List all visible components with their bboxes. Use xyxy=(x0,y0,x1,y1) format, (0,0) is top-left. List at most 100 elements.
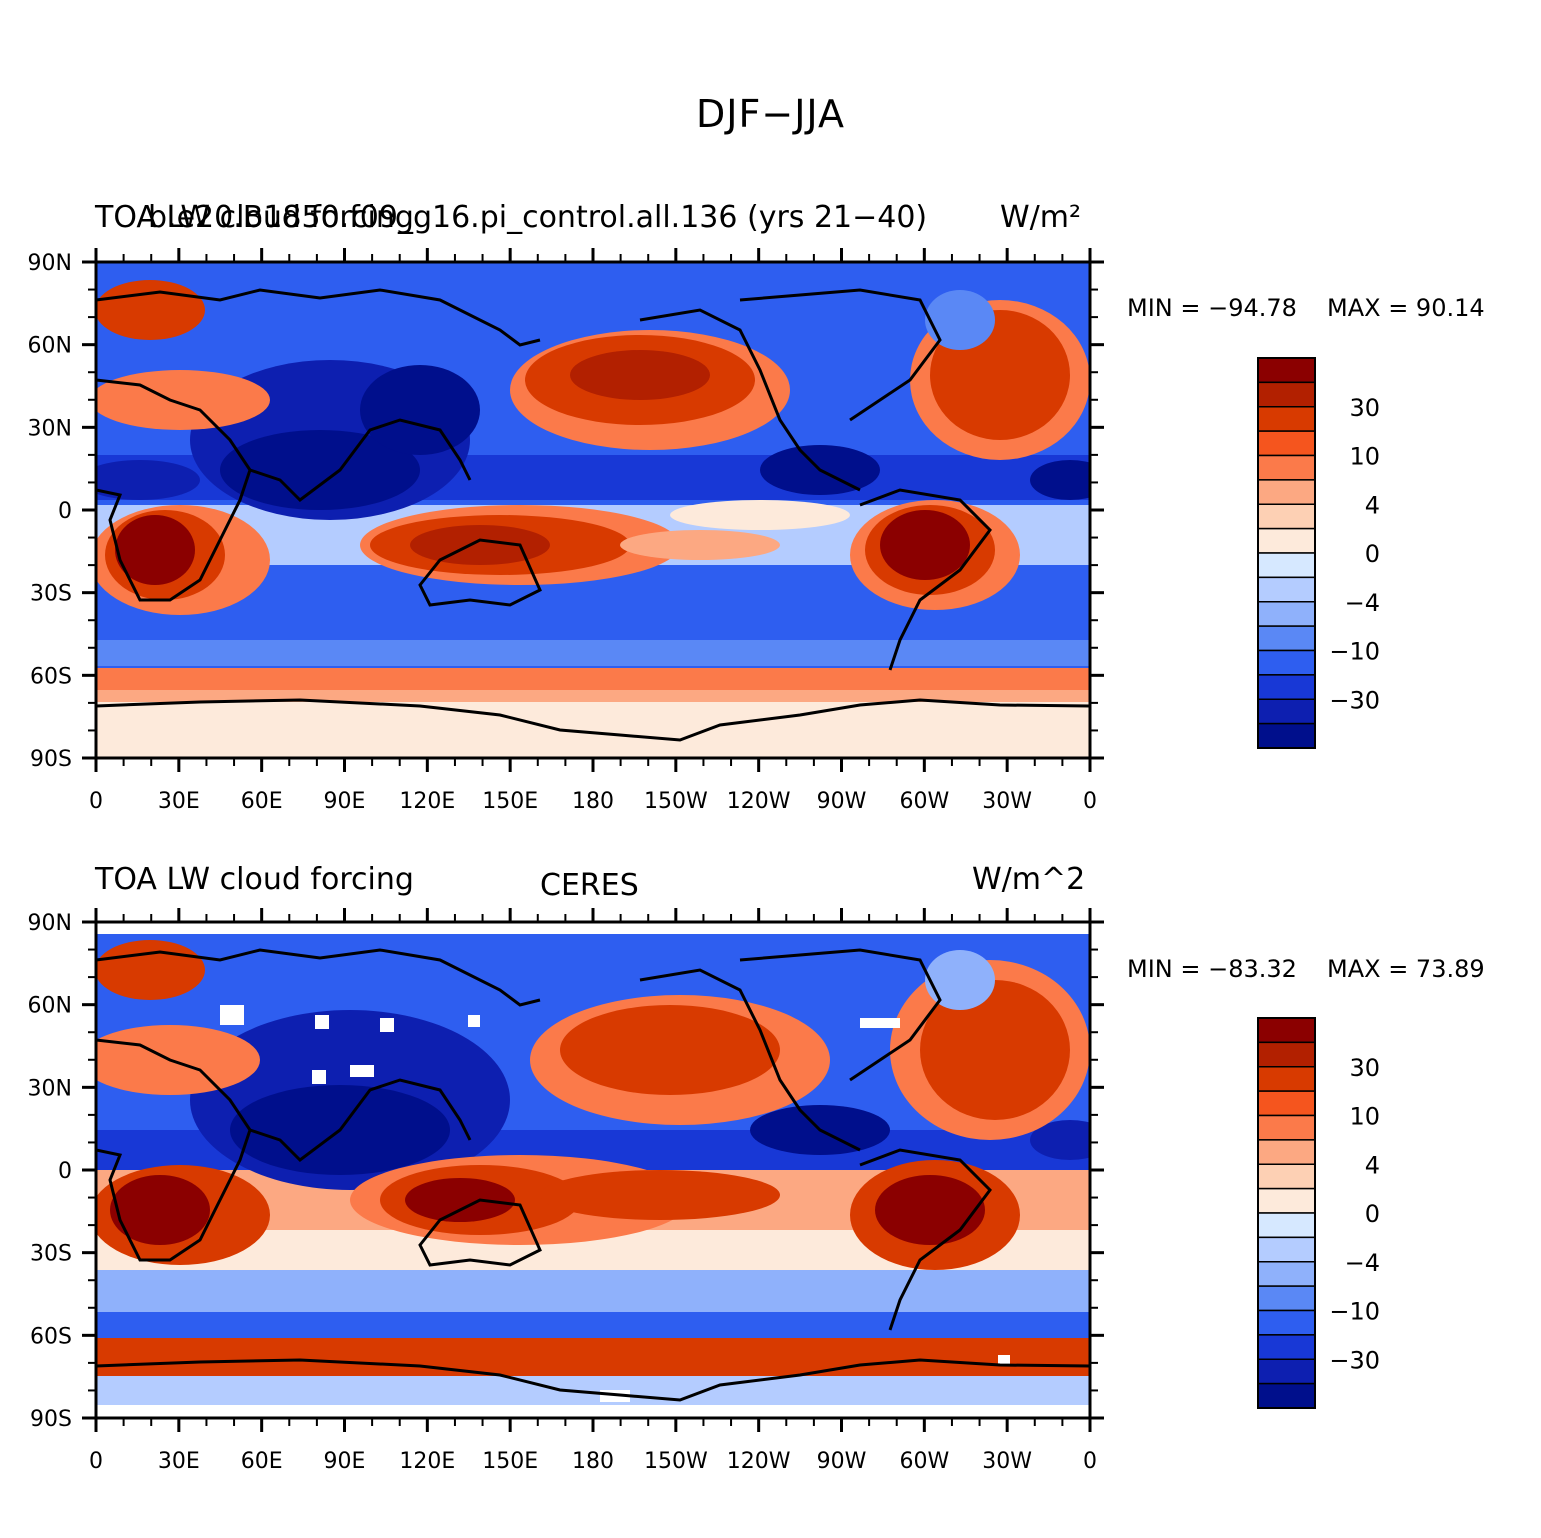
colorbar-swatch xyxy=(1257,527,1316,554)
panel2-map xyxy=(96,922,1090,1418)
colorbar-swatch xyxy=(1257,1041,1316,1068)
colorbar-swatch xyxy=(1257,552,1316,579)
colorbar-swatch xyxy=(1257,576,1316,603)
colorbar-label: 30 xyxy=(1349,394,1380,422)
colorbar-swatch xyxy=(1257,503,1316,530)
colorbar-swatch xyxy=(1257,649,1316,676)
lon-tick-label: 0 xyxy=(89,1449,103,1474)
colorbar-swatch xyxy=(1257,406,1316,432)
lon-tick-label: 120W xyxy=(727,789,791,814)
colorbar-label: −4 xyxy=(1345,589,1380,617)
colorbar-swatch xyxy=(1257,722,1316,749)
lon-tick-label: 60W xyxy=(899,789,949,814)
colorbar-swatch xyxy=(1257,674,1316,700)
colorbar-swatch xyxy=(1257,601,1316,627)
colorbar-swatch xyxy=(1257,1285,1316,1312)
panel2-max-label: MAX = 73.89 xyxy=(1327,955,1485,983)
colorbar-swatch xyxy=(1257,1066,1316,1092)
lon-tick-label: 0 xyxy=(1083,789,1097,814)
lon-tick-label: 60W xyxy=(899,1449,949,1474)
figure-title: DJF−JJA xyxy=(696,92,845,136)
lon-tick-label: 150E xyxy=(482,789,538,814)
panel1-colorbar: 30 10 4 0 −4 −10 −30 xyxy=(1257,357,1380,749)
lon-tick-label: 30W xyxy=(982,789,1032,814)
colorbar-swatch xyxy=(1257,1212,1316,1239)
lon-tick-label: 180 xyxy=(572,789,614,814)
panel1-center-title: b.e20.B1850.f09_g16.pi_control.all.136 (… xyxy=(148,200,928,235)
lat-tick-label: 90S xyxy=(30,1407,72,1432)
lon-tick-label: 150W xyxy=(644,1449,708,1474)
colorbar-swatch xyxy=(1257,1358,1316,1385)
panel2-southern-red-band xyxy=(96,1338,1090,1376)
lat-tick-label: 0 xyxy=(58,499,72,524)
panel2-missing-data xyxy=(220,1005,1010,1402)
colorbar-label: 10 xyxy=(1349,1103,1380,1131)
lat-tick-label: 60N xyxy=(28,994,72,1019)
lon-tick-label: 90W xyxy=(817,1449,867,1474)
lon-tick-label: 90E xyxy=(324,1449,366,1474)
colorbar-label: −10 xyxy=(1329,1298,1380,1326)
colorbar-label: −30 xyxy=(1329,686,1380,714)
panel2-coastlines xyxy=(96,948,1090,1402)
panel2-units: W/m^2 xyxy=(972,862,1086,897)
lat-tick-label: 90N xyxy=(28,251,72,276)
colorbar-swatch xyxy=(1257,1187,1316,1214)
lon-tick-label: 30E xyxy=(158,789,200,814)
colorbar-label: 0 xyxy=(1365,1200,1380,1228)
colorbar-label: 4 xyxy=(1365,491,1380,519)
lon-tick-label: 150E xyxy=(482,1449,538,1474)
colorbar-swatch xyxy=(1257,1017,1316,1044)
lon-tick-label: 30E xyxy=(158,1449,200,1474)
lon-tick-label: 90E xyxy=(324,789,366,814)
lon-tick-label: 0 xyxy=(1083,1449,1097,1474)
colorbar-swatch xyxy=(1257,357,1316,384)
lat-tick-label: 30N xyxy=(28,416,72,441)
lon-tick-label: 0 xyxy=(89,789,103,814)
colorbar-swatch xyxy=(1257,381,1316,408)
colorbar-label: −10 xyxy=(1329,638,1380,666)
panel1-units: W/m² xyxy=(1000,200,1082,235)
panel1-coastlines xyxy=(96,288,1090,742)
lon-tick-label: 30W xyxy=(982,1449,1032,1474)
colorbar-label: 10 xyxy=(1349,443,1380,471)
colorbar-swatch xyxy=(1257,1163,1316,1190)
lon-tick-label: 60E xyxy=(241,1449,283,1474)
lat-tick-label: 0 xyxy=(58,1159,72,1184)
panel2-min-label: MIN = −83.32 xyxy=(1127,955,1297,983)
colorbar-swatch xyxy=(1257,1261,1316,1287)
colorbar-swatch xyxy=(1257,1382,1316,1409)
lon-tick-label: 180 xyxy=(572,1449,614,1474)
lat-tick-label: 60S xyxy=(30,664,72,689)
panel1-max-label: MAX = 90.14 xyxy=(1327,294,1485,322)
colorbar-swatch xyxy=(1257,1114,1316,1141)
lon-tick-label: 120E xyxy=(399,1449,455,1474)
colorbar-label: 30 xyxy=(1349,1054,1380,1082)
colorbar-swatch xyxy=(1257,430,1316,457)
lat-tick-label: 60S xyxy=(30,1324,72,1349)
lat-tick-label: 90S xyxy=(30,747,72,772)
colorbar-label: −30 xyxy=(1329,1346,1380,1374)
colorbar-swatch xyxy=(1257,1334,1316,1360)
panel1-min-label: MIN = −94.78 xyxy=(1127,294,1297,322)
colorbar-label: 4 xyxy=(1365,1151,1380,1179)
panel1-left-title: TOA LW cloud forcing xyxy=(95,200,414,235)
colorbar-swatch xyxy=(1257,698,1316,725)
panel2-colorbar: 30 10 4 0 −4 −10 −30 xyxy=(1257,1017,1380,1409)
lon-tick-label: 90W xyxy=(817,789,867,814)
axes-group: 90N 60N 30N 0 30S 60S 90S 0 30E 60E 90E 120E 150E 180… xyxy=(28,248,1104,1474)
lat-tick-label: 30S xyxy=(30,582,72,607)
colorbar-swatch xyxy=(1257,1236,1316,1263)
panel1-map xyxy=(96,262,1090,758)
lat-tick-label: 60N xyxy=(28,334,72,359)
lat-tick-label: 30N xyxy=(28,1076,72,1101)
lat-tick-label: 30S xyxy=(30,1242,72,1267)
colorbar-swatch xyxy=(1257,479,1316,505)
colorbar-swatch xyxy=(1257,454,1316,481)
colorbar-swatch xyxy=(1257,1090,1316,1117)
panel2-center-title: CERES xyxy=(540,868,639,903)
lon-tick-label: 120E xyxy=(399,789,455,814)
lat-tick-label: 90N xyxy=(28,911,72,936)
lon-tick-label: 120W xyxy=(727,1449,791,1474)
panel2-left-title: TOA LW cloud forcing xyxy=(95,862,414,897)
